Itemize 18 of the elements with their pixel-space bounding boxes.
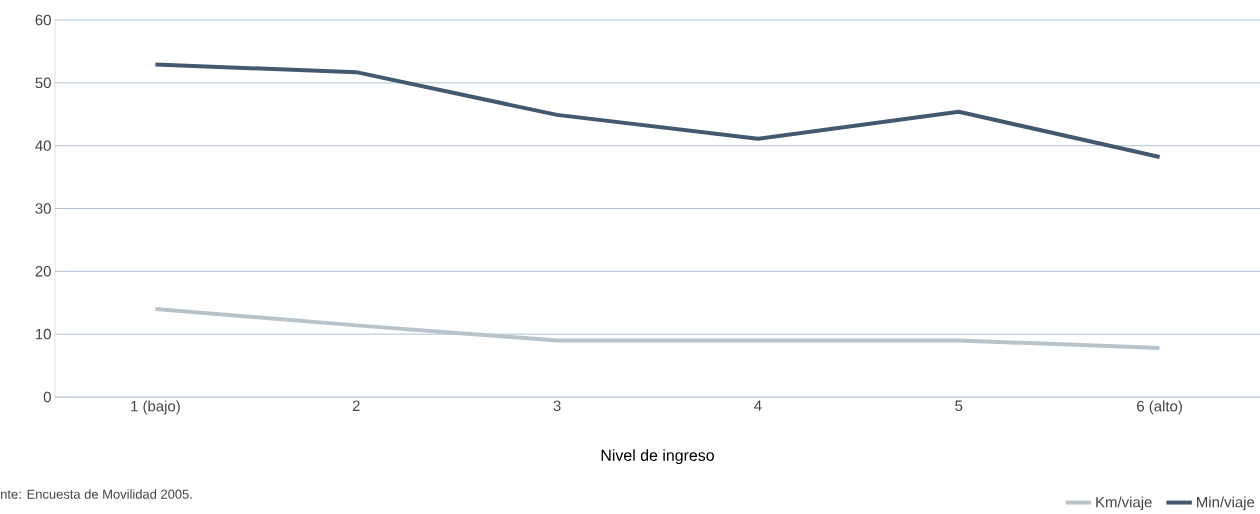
y-tick-label: 60 <box>35 14 51 26</box>
x-tick-label: 4 <box>754 400 762 411</box>
y-tick-label: 10 <box>36 328 51 340</box>
y-tick-label: 0 <box>43 391 51 403</box>
x-axis-title: Nivel de ingreso <box>601 449 714 465</box>
legend-label: Km/viaje <box>1096 496 1152 511</box>
x-tick-label: 6 (alto) <box>1137 400 1182 415</box>
text: nte: Encuesta de Movilidad 2005. <box>1 489 192 499</box>
x-tick-label: 5 <box>955 400 963 411</box>
line-series <box>153 62 1162 159</box>
y-tick-label: 50 <box>35 77 51 89</box>
x-tick-label: 1 (bajo) <box>131 400 180 415</box>
y-tick-label: 40 <box>35 140 51 151</box>
legend-label: Min/viaje <box>1197 496 1255 511</box>
x-tick-label: 2 <box>352 400 360 411</box>
y-tick-label: 20 <box>35 266 51 277</box>
x-tick-label: 3 <box>553 400 561 412</box>
y-tick-label: 30 <box>35 203 51 214</box>
